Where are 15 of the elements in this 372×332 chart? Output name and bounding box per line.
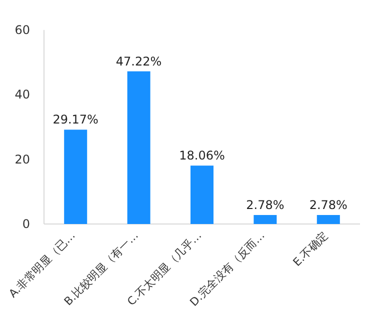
- y-tick-label: 40: [14, 88, 30, 102]
- y-tick-label: 0: [22, 217, 30, 231]
- bar: [190, 166, 214, 224]
- data-label: 2.78%: [246, 198, 284, 212]
- data-label: 47.22%: [116, 54, 162, 68]
- data-label: 29.17%: [52, 112, 98, 127]
- y-tick-label: 20: [14, 152, 30, 166]
- bar: [316, 215, 340, 224]
- bar: [64, 130, 88, 224]
- x-tick-label: E.不确定: [290, 228, 331, 269]
- data-label: 2.78%: [309, 198, 348, 212]
- bar: [127, 71, 150, 224]
- y-tick-label: 60: [14, 23, 30, 37]
- data-label: 18.06%: [179, 148, 225, 163]
- bar: [254, 215, 277, 224]
